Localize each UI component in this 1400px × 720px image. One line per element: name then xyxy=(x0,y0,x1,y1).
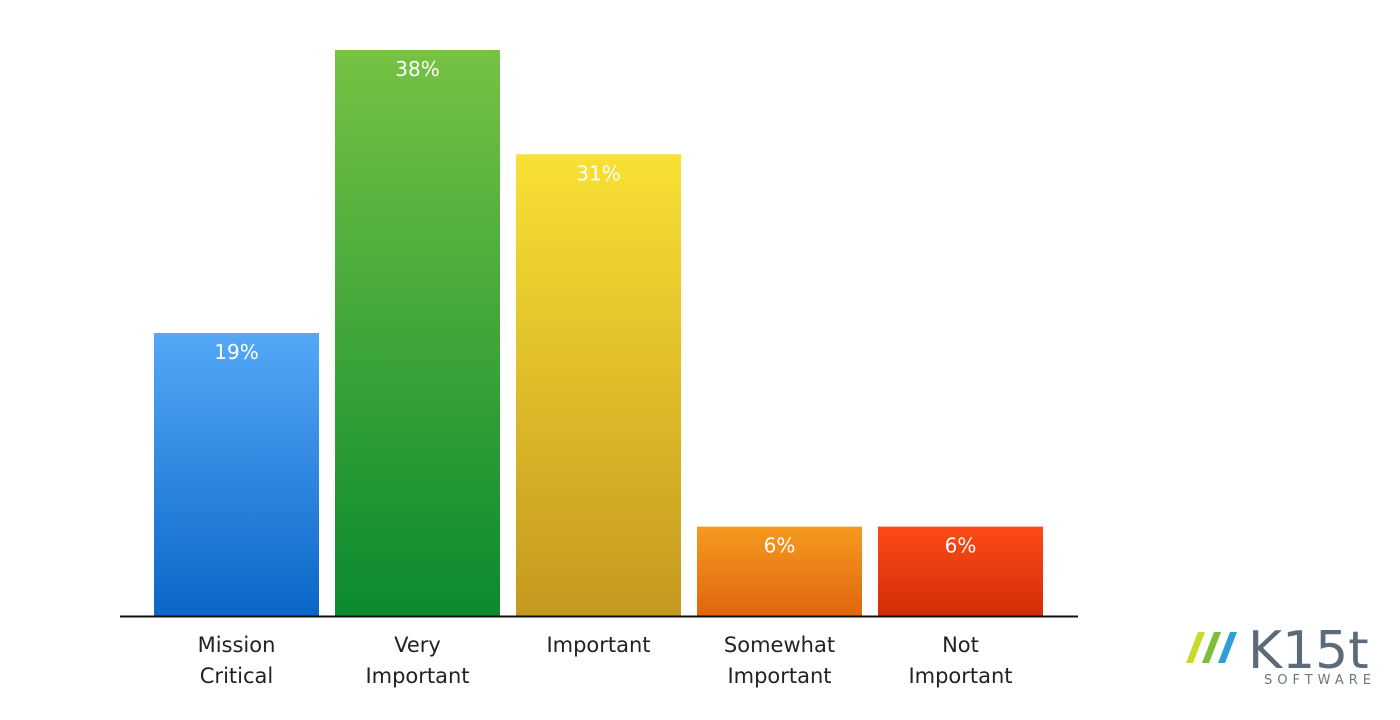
bar-3 xyxy=(697,526,862,616)
company-logo: K15t SOFTWARE xyxy=(1186,621,1376,688)
bar-1 xyxy=(335,50,500,616)
logo-subtext: SOFTWARE xyxy=(1264,673,1376,688)
bar-2 xyxy=(516,154,681,616)
bar-4 xyxy=(878,526,1043,616)
logo-slash-1 xyxy=(1202,632,1221,663)
category-labels-group: Mission Critical Very Important Important Som… xyxy=(198,633,1013,688)
logo-slash-2 xyxy=(1218,632,1237,663)
bars-group: 19% 38% 31% 6% 6% xyxy=(154,50,1043,616)
data-label-4: 6% xyxy=(945,534,977,558)
logo-slash-0 xyxy=(1186,632,1205,663)
data-label-3: 6% xyxy=(764,534,796,558)
data-label-1: 38% xyxy=(395,57,439,81)
category-label-4: Not Important xyxy=(908,633,1012,688)
logo-slashes-icon xyxy=(1186,632,1237,663)
category-label-2: Important xyxy=(546,633,650,657)
category-label-0: Mission Critical xyxy=(198,633,276,688)
category-label-1: Very Important xyxy=(365,633,469,688)
data-label-2: 31% xyxy=(576,161,620,185)
data-label-0: 19% xyxy=(214,340,258,364)
logo-text: K15t xyxy=(1248,621,1369,681)
bar-0 xyxy=(154,333,319,616)
category-label-3: Somewhat Important xyxy=(724,633,835,688)
